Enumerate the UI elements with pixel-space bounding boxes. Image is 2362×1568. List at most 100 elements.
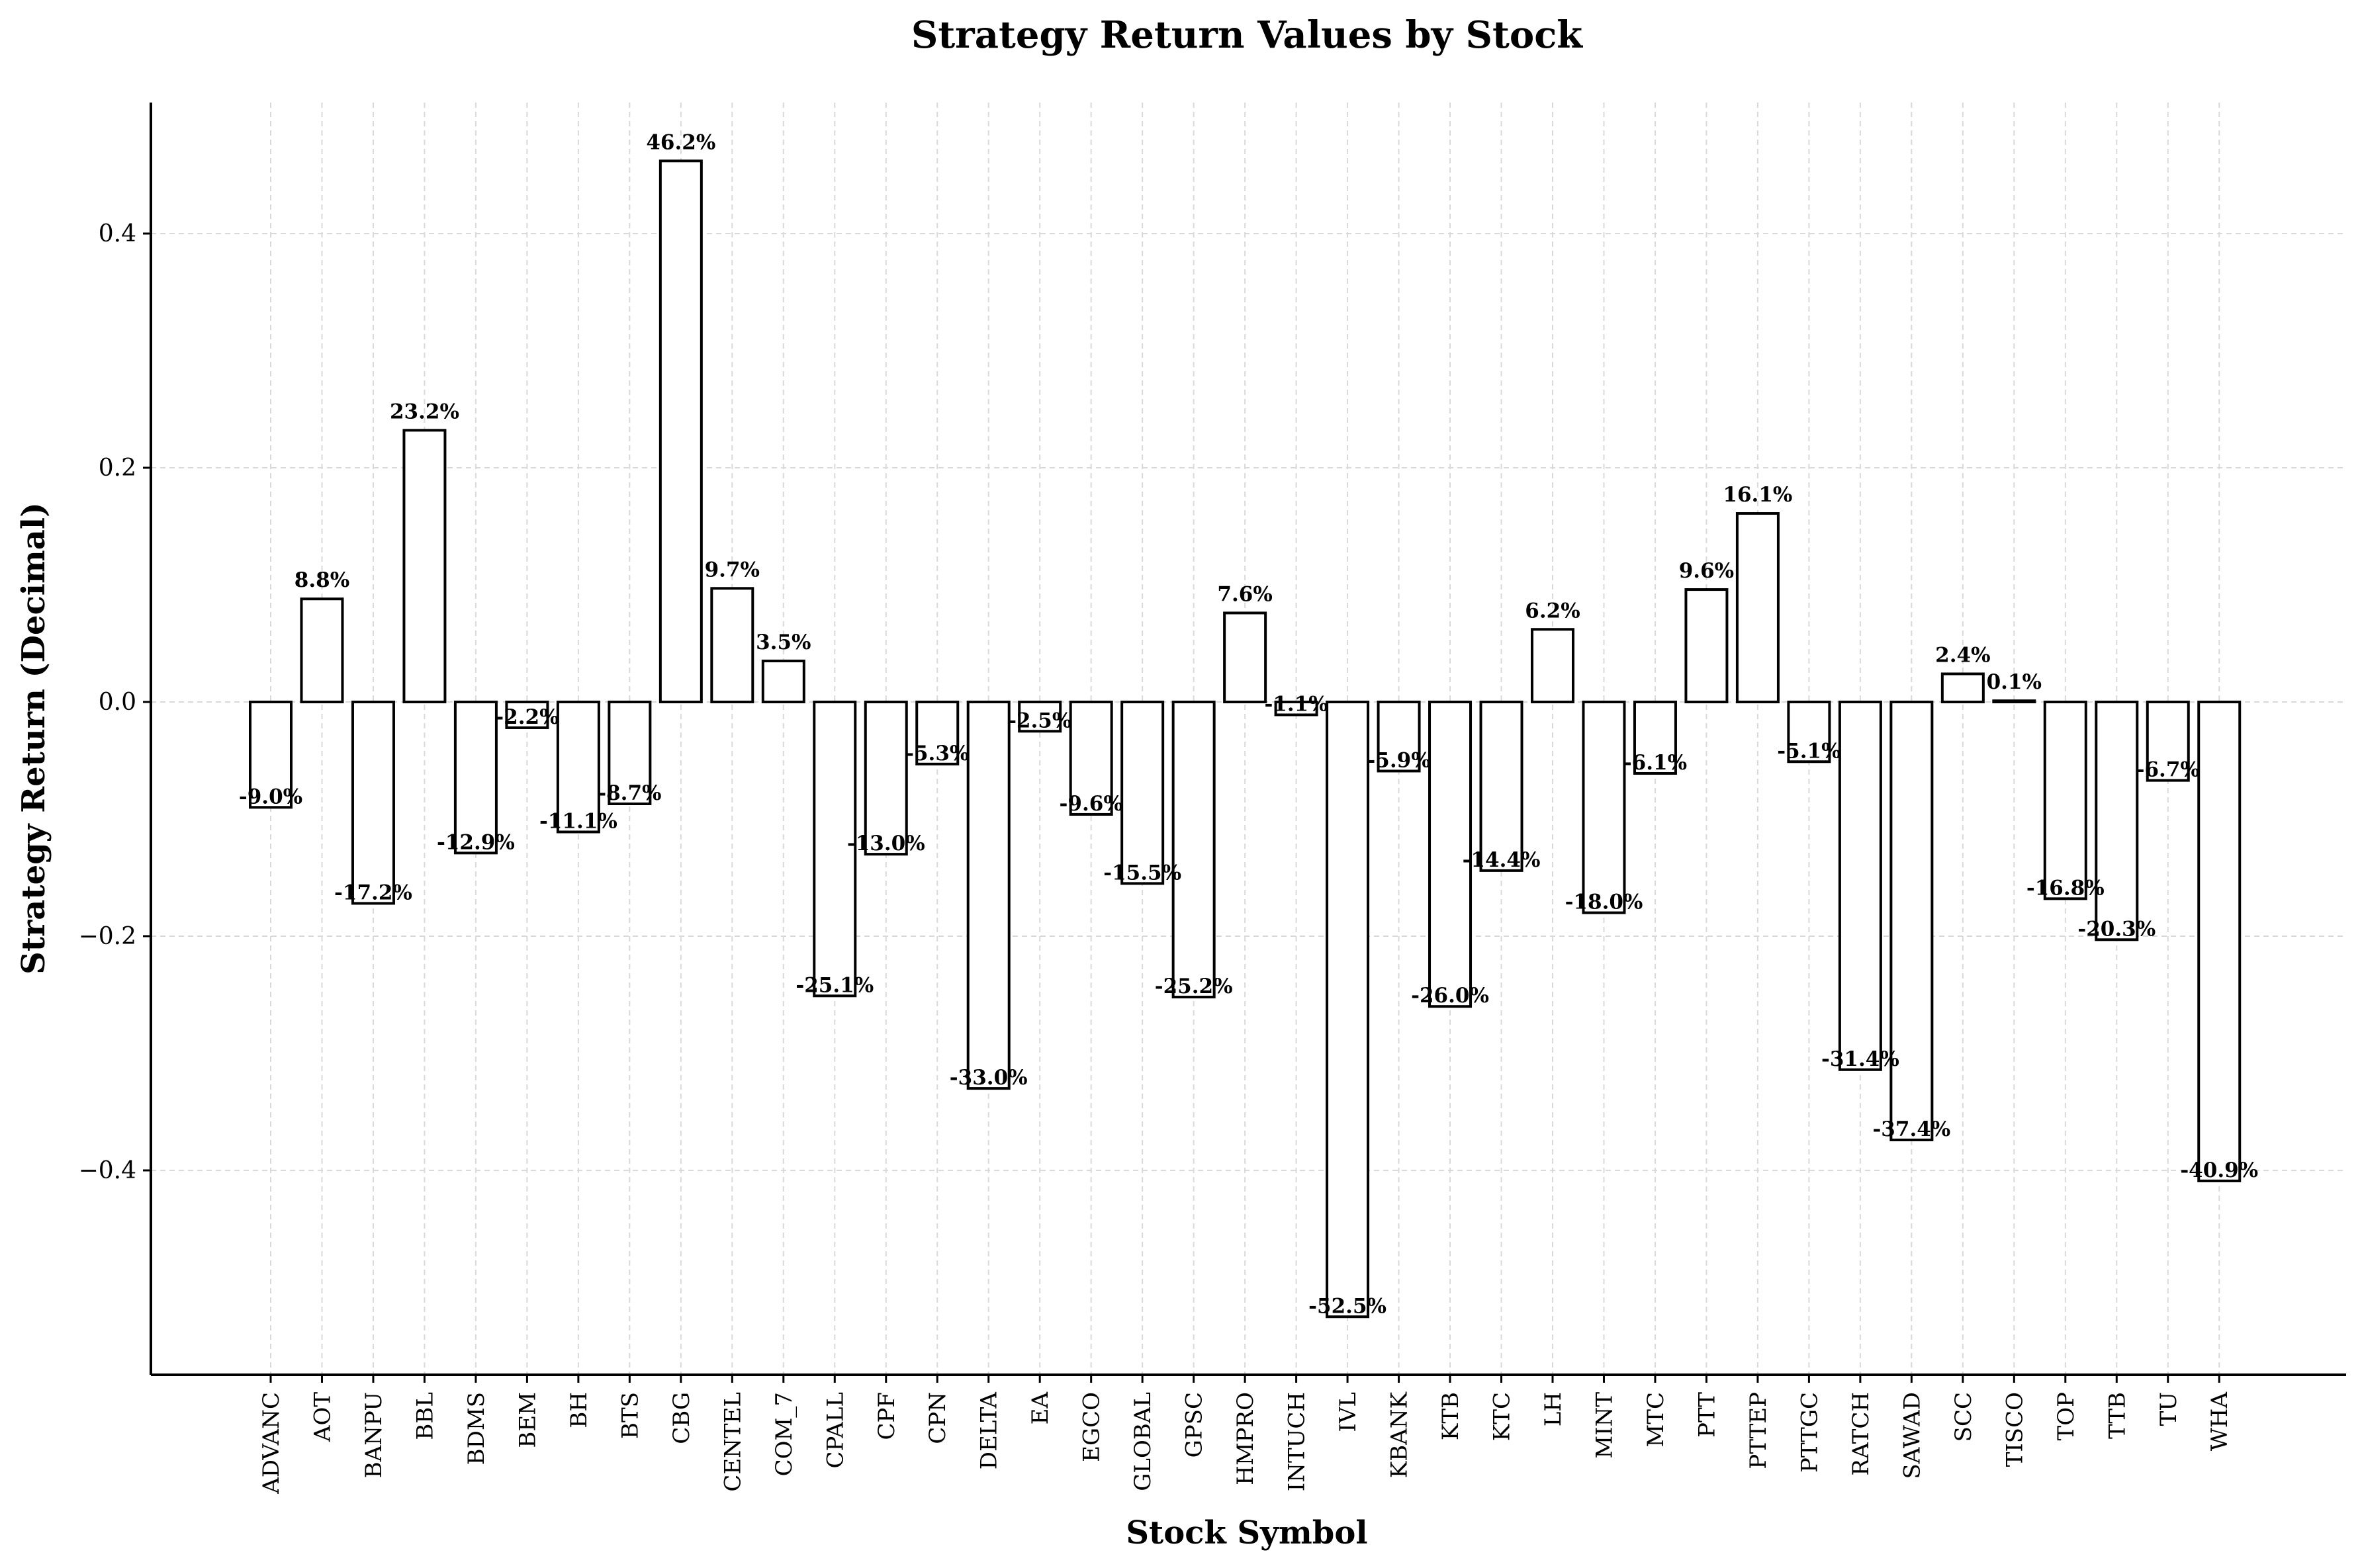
x-tick-label: TOP: [2053, 1392, 2079, 1440]
x-tick-label: CBG: [668, 1392, 695, 1444]
data-label: 7.6%: [1217, 582, 1272, 606]
bar-ptt: [1684, 588, 1729, 704]
bars: [249, 159, 2242, 1319]
data-label: -11.1%: [539, 809, 617, 833]
bar-lh: [1531, 628, 1574, 704]
bar-sawad: [1889, 701, 1934, 1141]
bar-centel: [710, 587, 754, 703]
y-tick-label: 0.4: [99, 220, 136, 247]
x-tick-label: BEM: [514, 1392, 541, 1448]
y-tick-label: 0.2: [99, 455, 136, 482]
data-label: -25.1%: [795, 973, 874, 997]
data-label: -20.3%: [2077, 917, 2156, 941]
x-tick-label: CENTEL: [719, 1392, 746, 1492]
bar-hmpro: [1223, 611, 1267, 703]
data-label: 6.2%: [1525, 599, 1580, 623]
x-tick-label: ADVANC: [258, 1392, 285, 1495]
data-label: -14.4%: [1463, 848, 1541, 872]
data-label: 16.1%: [1723, 483, 1792, 507]
data-label: 9.7%: [705, 558, 760, 582]
x-tick-label: BDMS: [463, 1392, 490, 1465]
bar-cbg: [659, 159, 703, 703]
x-tick-label: TTB: [2104, 1392, 2130, 1439]
bar-ttb: [2095, 701, 2139, 941]
data-label: 23.2%: [390, 400, 459, 423]
data-label: -6.7%: [2136, 758, 2200, 782]
bar-pttep: [1735, 512, 1780, 704]
x-tick-label: SAWAD: [1899, 1392, 1925, 1479]
x-tick-label: GLOBAL: [1130, 1392, 1156, 1491]
bar-advanc: [249, 701, 293, 809]
x-tick-label: IVL: [1335, 1392, 1361, 1432]
x-tick-label: EA: [1027, 1392, 1054, 1425]
data-label: 0.1%: [1987, 670, 2042, 694]
bar-tu: [2146, 701, 2190, 782]
bar-aot: [300, 597, 344, 703]
bar-mtc: [1633, 701, 1677, 775]
x-tick-label: RATCH: [1848, 1392, 1874, 1476]
bar-bts: [608, 701, 652, 805]
bar-pttgc: [1787, 701, 1831, 763]
bar-tisco: [1992, 699, 2036, 703]
x-tick-label: KTB: [1437, 1392, 1464, 1440]
data-label: -26.0%: [1411, 984, 1489, 1008]
data-label: -33.0%: [950, 1066, 1028, 1090]
data-label: -9.6%: [1060, 792, 1123, 816]
bar-kbank: [1377, 701, 1421, 773]
x-tick-label: WHA: [2206, 1392, 2233, 1452]
data-label: -31.4%: [1821, 1047, 1899, 1071]
data-label: -13.0%: [847, 832, 925, 855]
bar-bbl: [402, 429, 447, 703]
bar-scc: [1940, 672, 1985, 704]
data-labels: -9.0% 8.8% -17.2% 23.2% -12.9% -2.2% -11.1% -8.…: [239, 130, 2258, 1318]
bar-cpn: [915, 701, 960, 765]
x-tick-label: BTS: [617, 1392, 643, 1439]
x-tick-label: KTC: [1489, 1392, 1516, 1441]
data-label: -16.8%: [2026, 876, 2105, 900]
x-tick-label: PTT: [1694, 1392, 1720, 1438]
data-label: 9.6%: [1679, 559, 1734, 583]
x-tick-label: TU: [2156, 1392, 2182, 1426]
grid: [151, 103, 2346, 1375]
x-tick-label: PTTGC: [1796, 1392, 1823, 1473]
bar-wha: [2197, 701, 2242, 1182]
data-label: -40.9%: [2180, 1158, 2258, 1182]
data-label: -12.9%: [437, 830, 515, 854]
x-tick-label: LH: [1540, 1392, 1567, 1426]
bar-intuch: [1274, 701, 1318, 717]
bar-bh: [556, 701, 600, 834]
bar-banpu: [351, 701, 395, 905]
bar-egco: [1069, 701, 1113, 816]
y-tick-label: −0.2: [79, 923, 136, 950]
bar-bdms: [453, 701, 498, 855]
data-label: -9.0%: [239, 785, 302, 808]
bar-global: [1120, 701, 1165, 885]
data-label: -8.7%: [598, 781, 661, 805]
x-tick-label: HMPRO: [1232, 1392, 1259, 1485]
x-tick-label: MTC: [1643, 1392, 1669, 1448]
data-label: -2.2%: [495, 705, 559, 729]
x-tick-label: KBANK: [1386, 1391, 1413, 1478]
data-label: -17.2%: [334, 881, 412, 904]
data-label: -18.0%: [1565, 891, 1643, 914]
y-axis-label: Strategy Return (Decimal): [15, 502, 52, 975]
data-label: -1.1%: [1264, 692, 1328, 716]
x-tick-label: BH: [566, 1392, 592, 1428]
y-tick-label: 0.0: [99, 689, 136, 716]
data-label: -15.5%: [1103, 861, 1181, 885]
x-tick-label: BBL: [412, 1392, 438, 1440]
data-label: -5.9%: [1367, 748, 1430, 772]
x-tick-label: GPSC: [1181, 1392, 1208, 1458]
y-axis: −0.4 −0.2 0.0 0.2 0.4: [79, 220, 151, 1184]
bar-bem: [505, 701, 549, 729]
x-tick-label: SCC: [1950, 1392, 1977, 1442]
bar-top: [2043, 701, 2087, 900]
chart-title: Strategy Return Values by Stock: [911, 13, 1583, 57]
bar-com_7: [761, 660, 805, 703]
data-label: -25.2%: [1155, 975, 1233, 998]
bar-gpsc: [1171, 701, 1216, 999]
x-tick-label: PTTEP: [1745, 1392, 1772, 1469]
data-label: -5.3%: [905, 742, 969, 765]
data-label: 8.8%: [295, 568, 349, 592]
